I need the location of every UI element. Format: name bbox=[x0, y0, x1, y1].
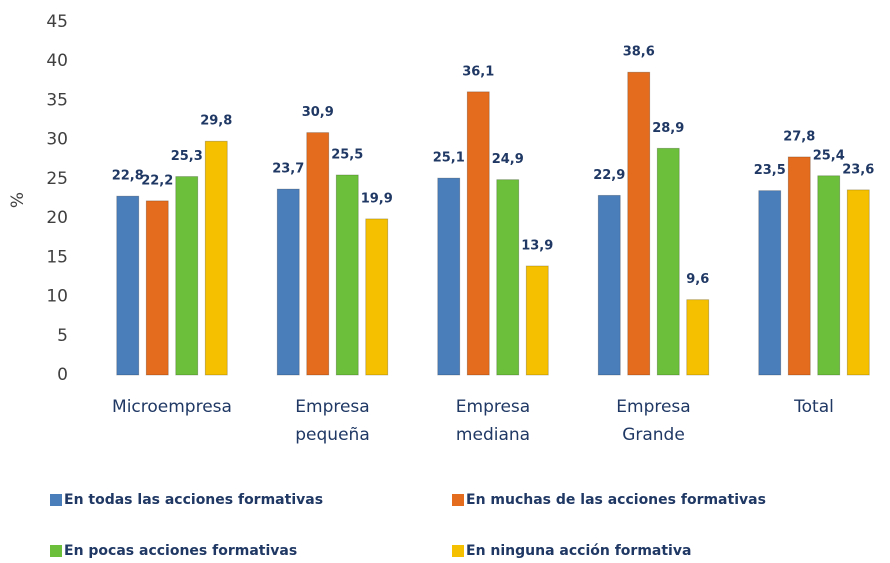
bar bbox=[335, 174, 359, 376]
legend-label: En todas las acciones formativas bbox=[64, 492, 323, 508]
bar bbox=[276, 188, 300, 376]
y-tick-label: 0 bbox=[57, 365, 68, 385]
data-label: 29,8 bbox=[200, 114, 232, 129]
data-label: 9,6 bbox=[686, 272, 709, 287]
data-label: 38,6 bbox=[623, 45, 655, 60]
data-label: 25,5 bbox=[331, 147, 363, 162]
data-label: 23,5 bbox=[754, 163, 786, 178]
data-label: 22,8 bbox=[112, 169, 144, 184]
bar bbox=[597, 194, 621, 376]
bar bbox=[466, 91, 490, 376]
bar bbox=[787, 156, 811, 376]
bar bbox=[817, 175, 841, 376]
bar bbox=[204, 140, 228, 376]
legend-label: En muchas de las acciones formativas bbox=[466, 492, 766, 508]
legend-swatch bbox=[50, 494, 62, 506]
data-label: 36,1 bbox=[462, 64, 494, 79]
bar bbox=[496, 179, 520, 376]
bar bbox=[365, 218, 389, 376]
y-tick-label: 40 bbox=[46, 51, 68, 71]
data-label: 24,9 bbox=[492, 152, 524, 167]
x-tick-label: Total bbox=[793, 397, 834, 417]
bar bbox=[437, 177, 461, 376]
x-tick-label: Microempresa bbox=[112, 397, 232, 417]
data-label: 23,6 bbox=[842, 162, 874, 177]
data-label: 28,9 bbox=[652, 121, 684, 136]
y-tick-label: 10 bbox=[46, 287, 68, 307]
data-label: 27,8 bbox=[783, 129, 815, 144]
legend-label: En pocas acciones formativas bbox=[64, 543, 297, 559]
legend-swatch bbox=[50, 545, 62, 557]
bar bbox=[846, 189, 870, 376]
legend-swatch bbox=[452, 545, 464, 557]
data-label: 25,3 bbox=[171, 149, 203, 164]
y-tick-label: 35 bbox=[46, 90, 68, 110]
bar bbox=[686, 299, 710, 376]
y-tick-label: 15 bbox=[46, 247, 68, 267]
data-label: 25,4 bbox=[813, 148, 845, 163]
data-label: 25,1 bbox=[433, 151, 465, 166]
legend-label: En ninguna acción formativa bbox=[466, 543, 691, 559]
data-label: 19,9 bbox=[361, 191, 393, 206]
y-tick-label: 30 bbox=[46, 130, 68, 150]
data-label: 22,9 bbox=[593, 168, 625, 183]
bar bbox=[627, 71, 651, 376]
bar bbox=[145, 200, 169, 376]
y-tick-label: 25 bbox=[46, 169, 68, 189]
x-tick-label: Empresa mediana bbox=[456, 397, 530, 445]
x-tick-label: Empresa pequeña bbox=[295, 397, 369, 445]
data-label: 13,9 bbox=[521, 238, 553, 253]
bar bbox=[306, 132, 330, 376]
bar bbox=[525, 265, 549, 376]
bar bbox=[175, 176, 199, 376]
data-label: 30,9 bbox=[302, 105, 334, 120]
y-axis-label: % bbox=[8, 192, 28, 208]
x-tick-label: Empresa Grande bbox=[616, 397, 690, 445]
data-label: 23,7 bbox=[272, 162, 304, 177]
legend-swatch bbox=[452, 494, 464, 506]
data-label: 22,2 bbox=[141, 173, 173, 188]
bar bbox=[656, 147, 680, 376]
bar bbox=[116, 195, 140, 376]
y-tick-label: 20 bbox=[46, 208, 68, 228]
y-tick-label: 45 bbox=[46, 12, 68, 32]
y-tick-label: 5 bbox=[57, 326, 68, 346]
bar bbox=[758, 190, 782, 376]
